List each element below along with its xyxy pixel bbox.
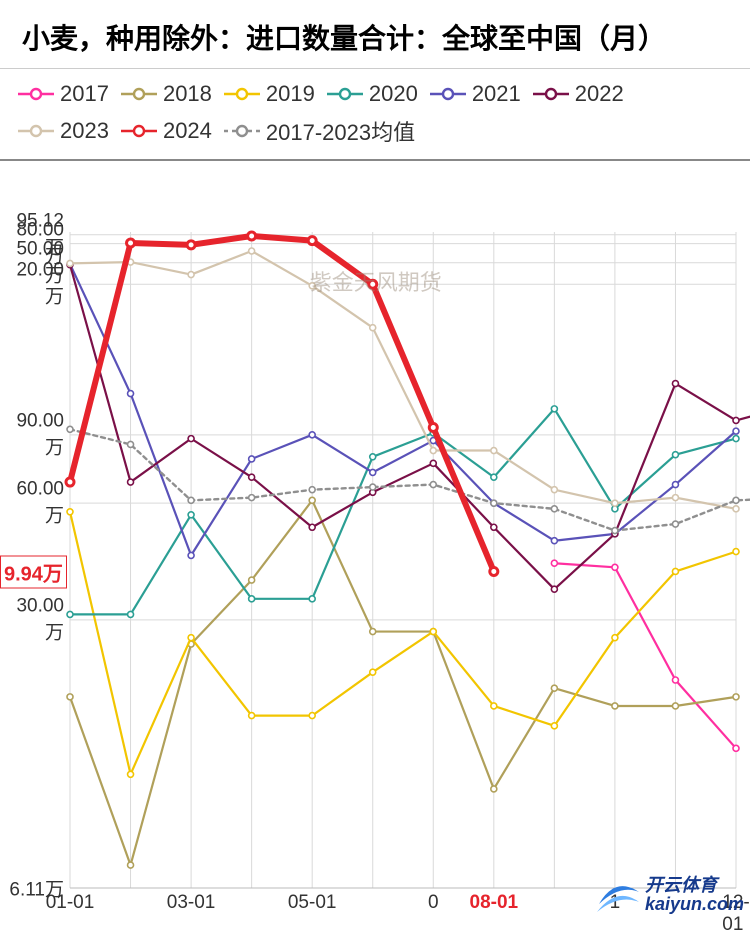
series-line-2020 bbox=[70, 409, 736, 615]
brand-line2: kaiyun.com bbox=[645, 895, 744, 914]
y-axis-highlight-label: 9.94万 bbox=[0, 555, 67, 588]
legend-item-2024[interactable]: 2024 bbox=[121, 111, 212, 151]
plot-area: 紫金天风期货 95.12万80.00万50.00万20.00万90.00万60.… bbox=[0, 232, 750, 888]
legend-item-2017-2023均值[interactable]: 2017-2023均值 bbox=[224, 111, 415, 151]
series-line-2022 bbox=[70, 265, 750, 589]
legend-item-2019[interactable]: 2019 bbox=[224, 77, 315, 111]
series-line-2021 bbox=[70, 264, 736, 555]
legend-item-2018[interactable]: 2018 bbox=[121, 77, 212, 111]
legend-marker-icon bbox=[533, 85, 569, 103]
y-axis-label: 30.00万 bbox=[0, 595, 66, 644]
legend-label: 2019 bbox=[266, 81, 315, 107]
y-axis-label: 90.00万 bbox=[0, 410, 66, 459]
legend: 2017 2018 2019 2020 2021 2022 2023 2024 2017-202… bbox=[0, 68, 750, 161]
x-axis-label: 03-01 bbox=[167, 888, 216, 914]
y-axis-label: 60.00万 bbox=[0, 479, 66, 528]
legend-label: 2022 bbox=[575, 81, 624, 107]
legend-marker-icon bbox=[224, 85, 260, 103]
legend-marker-icon bbox=[121, 122, 157, 140]
y-axis-label: 20.00万 bbox=[0, 260, 66, 309]
x-axis-label: 0 bbox=[428, 888, 439, 914]
plot-svg bbox=[0, 232, 750, 888]
legend-item-2023[interactable]: 2023 bbox=[18, 111, 109, 151]
legend-label: 2024 bbox=[163, 118, 212, 144]
legend-label: 2018 bbox=[163, 81, 212, 107]
x-axis-label: 08-01 bbox=[470, 888, 519, 914]
brand-line1: 开云体育 bbox=[645, 876, 744, 895]
legend-marker-icon bbox=[18, 122, 54, 140]
series-line-2023 bbox=[70, 251, 736, 509]
legend-marker-icon bbox=[121, 85, 157, 103]
x-axis-label: 05-01 bbox=[288, 888, 337, 914]
legend-item-2021[interactable]: 2021 bbox=[430, 77, 521, 111]
x-axis-label: 01-01 bbox=[46, 888, 95, 914]
brand-logo: 开云体育 kaiyun.com bbox=[595, 874, 744, 916]
legend-marker-icon bbox=[224, 122, 260, 140]
legend-label: 2017 bbox=[60, 81, 109, 107]
legend-marker-icon bbox=[327, 85, 363, 103]
legend-item-2020[interactable]: 2020 bbox=[327, 77, 418, 111]
legend-label: 2023 bbox=[60, 118, 109, 144]
legend-item-2022[interactable]: 2022 bbox=[533, 77, 624, 111]
brand-swoosh-icon bbox=[595, 874, 641, 916]
legend-label: 2021 bbox=[472, 81, 521, 107]
series-line-2017 bbox=[554, 563, 736, 748]
series-line-2018 bbox=[70, 500, 736, 865]
legend-marker-icon bbox=[18, 85, 54, 103]
legend-marker-icon bbox=[430, 85, 466, 103]
legend-label: 2020 bbox=[369, 81, 418, 107]
legend-item-2017[interactable]: 2017 bbox=[18, 77, 109, 111]
legend-label: 2017-2023均值 bbox=[266, 115, 415, 147]
chart-title: 小麦，种用除外：进口数量合计：全球至中国（月） bbox=[0, 0, 750, 68]
